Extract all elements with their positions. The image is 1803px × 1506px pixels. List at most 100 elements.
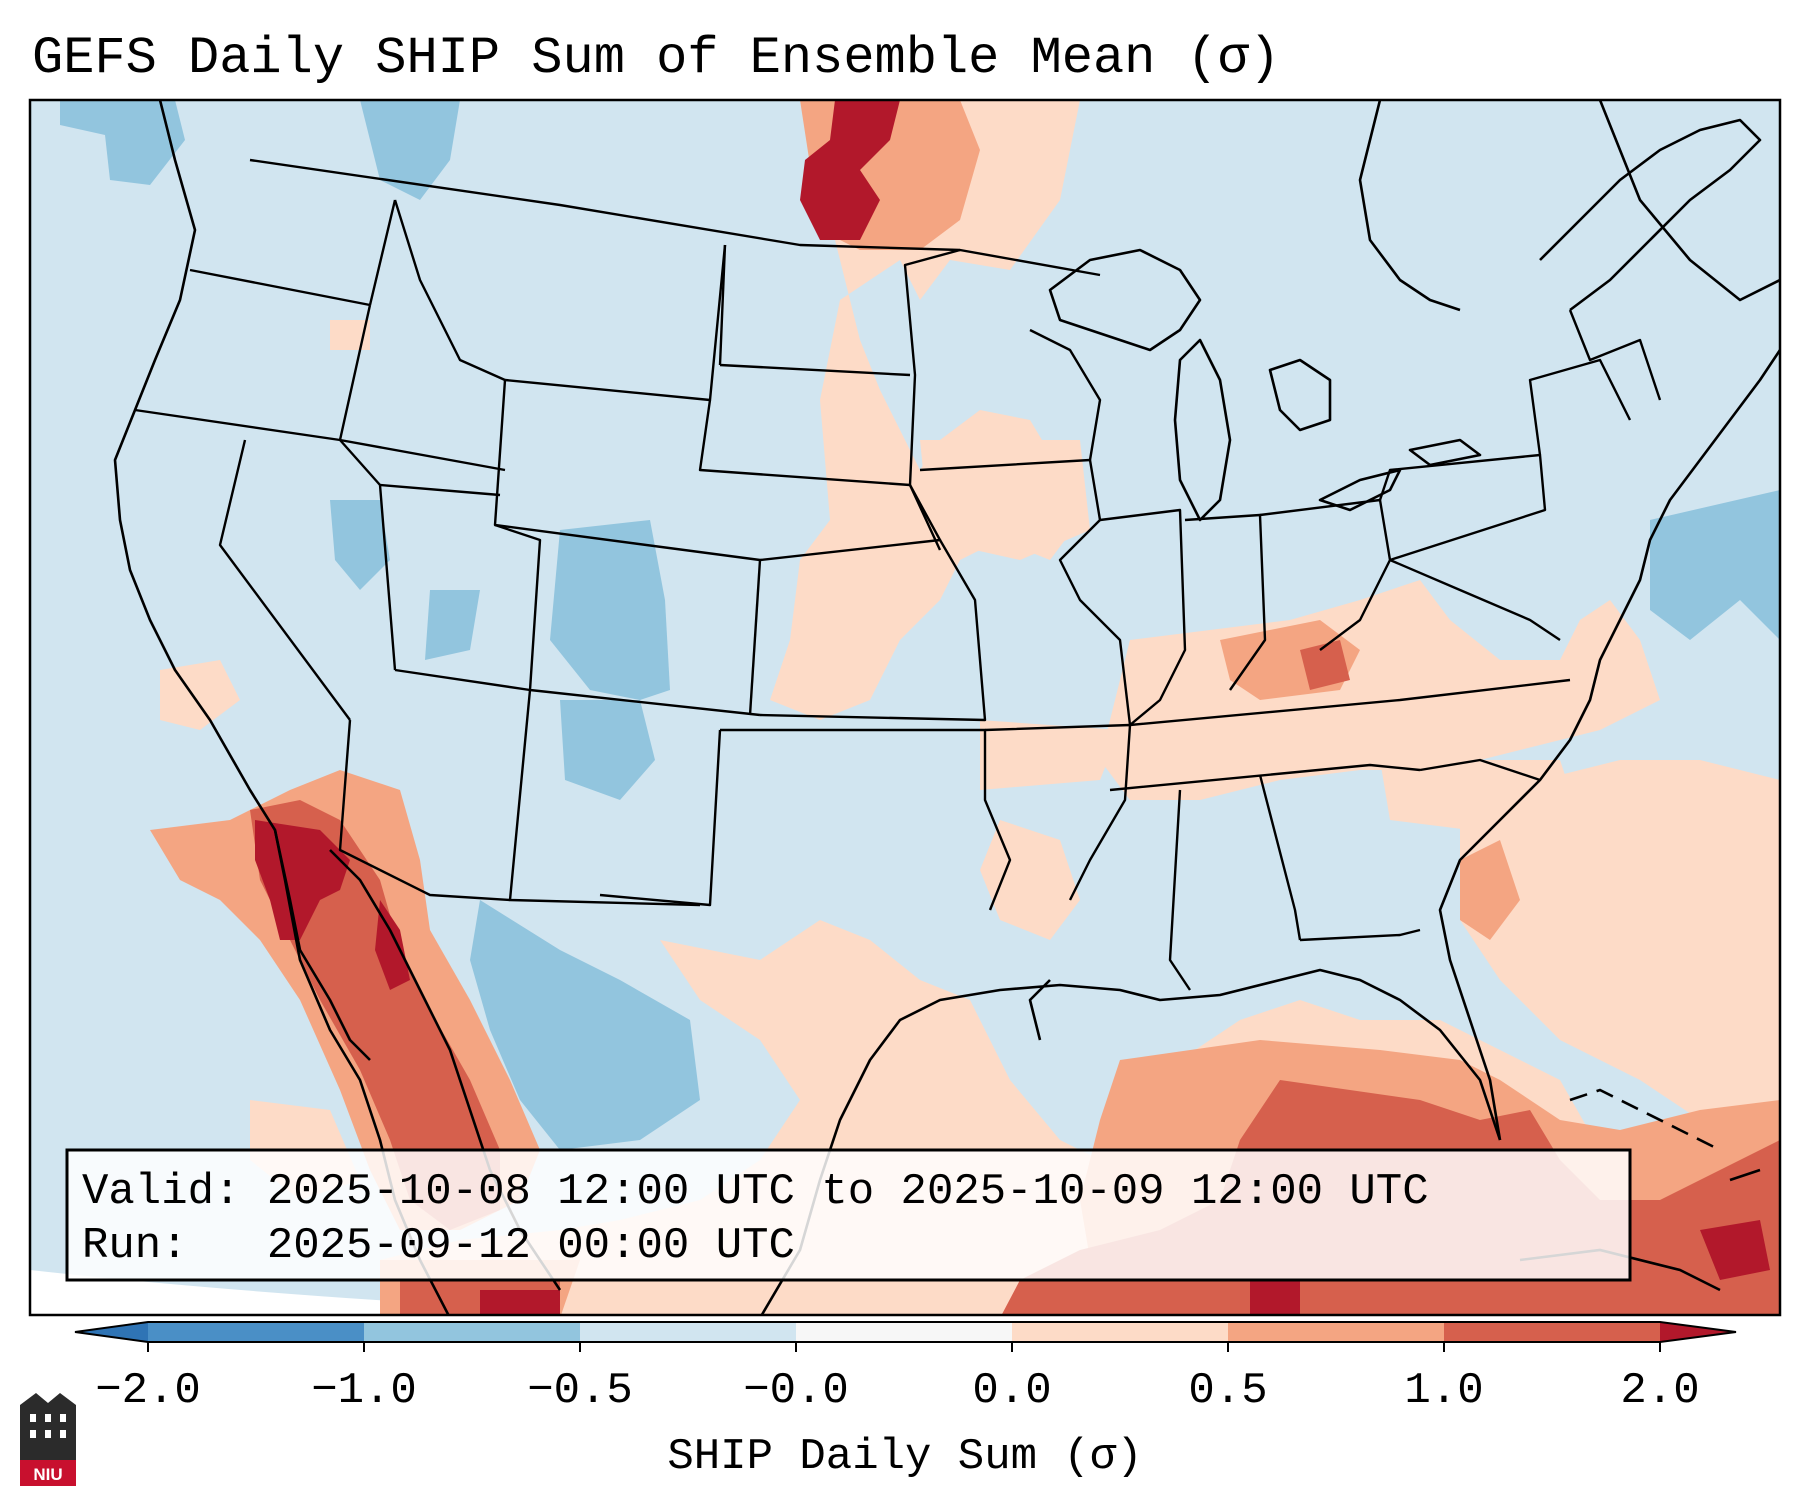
neg-patch-mexico xyxy=(470,900,700,1150)
info-box: Valid: 2025-10-08 12:00 UTC to 2025-10-0… xyxy=(65,1148,1632,1282)
neg-patch-az-nm xyxy=(560,700,655,800)
colorado-west xyxy=(494,523,761,717)
colorbar-tick-label: −0.5 xyxy=(527,1366,633,1416)
virginia xyxy=(1389,558,1561,641)
colorbar-bin xyxy=(580,1322,797,1342)
colorbar-ticks xyxy=(147,1342,1661,1352)
logo-badge xyxy=(20,1460,76,1486)
valid-time-text: Valid: 2025-10-08 12:00 UTC to 2025-10-0… xyxy=(82,1167,1429,1217)
logo-window xyxy=(60,1414,66,1422)
neg-patch-colorado xyxy=(550,520,670,700)
colorbar-bin xyxy=(1444,1322,1661,1342)
colorbar-tick-label: 2.0 xyxy=(1620,1366,1699,1416)
arizona xyxy=(338,719,511,902)
pos-patch-idaho xyxy=(330,320,370,350)
strong-pos-hispaniola xyxy=(1700,1220,1770,1280)
colorado-east xyxy=(748,559,762,716)
id-mt-border xyxy=(393,199,506,382)
colorbar-bin xyxy=(1012,1322,1229,1342)
colorbar-tick-label: 1.0 xyxy=(1404,1366,1483,1416)
new-england xyxy=(1568,309,1662,401)
map-frame xyxy=(28,98,1782,1317)
logo-window xyxy=(45,1430,51,1438)
pos-kentucky-cell xyxy=(1300,640,1350,690)
lake-huron xyxy=(1268,358,1332,432)
map-panel: Valid: 2025-10-08 12:00 UTC to 2025-10-0… xyxy=(28,98,1782,1317)
colorbar-bin xyxy=(796,1322,1013,1342)
arkansas xyxy=(984,723,1132,901)
hudson-area xyxy=(1358,100,1461,312)
colorbar-overflow-triangle xyxy=(1660,1322,1736,1342)
colorbar-tick-label: −2.0 xyxy=(95,1366,201,1416)
plot-title: GEFS Daily SHIP Sum of Ensemble Mean (σ) xyxy=(32,29,1280,88)
illinois xyxy=(1099,508,1187,726)
state-borders xyxy=(134,158,1662,991)
map-field xyxy=(30,100,1780,1315)
neg-patch-utah xyxy=(425,590,480,660)
colorbar-tick-label: 0.0 xyxy=(972,1366,1051,1416)
rio-grande-mouth xyxy=(1028,979,1051,1041)
atlantic-coastline xyxy=(1438,349,1780,1141)
logo-window xyxy=(45,1414,51,1422)
neg-patch-bc xyxy=(360,100,460,200)
logo-text: NIU xyxy=(33,1465,62,1484)
colorbar-tick-label: −0.0 xyxy=(743,1366,849,1416)
nd-sd-border xyxy=(719,363,911,377)
run-time-text: Run: 2025-09-12 00:00 UTC xyxy=(82,1221,795,1271)
colorbar-label: SHIP Daily Sum (σ) xyxy=(667,1432,1142,1482)
tennessee-south xyxy=(1109,763,1421,792)
tennessee-north xyxy=(1129,678,1571,727)
wisconsin xyxy=(1029,328,1102,461)
logo-tower xyxy=(20,1393,76,1460)
logo-window xyxy=(60,1430,66,1438)
id-west xyxy=(338,304,372,441)
oklahoma xyxy=(720,728,1012,911)
kansas xyxy=(759,539,987,722)
baja-peninsula xyxy=(273,829,371,1061)
pos-patch-northern-plains xyxy=(770,100,1080,720)
neg-patch-nevada xyxy=(330,500,390,590)
colorbar-bins xyxy=(148,1322,1661,1342)
pos-patch-ohio-valley xyxy=(1100,580,1660,800)
lake-superior xyxy=(1048,248,1202,352)
strong-pos-north-dakota xyxy=(800,100,900,240)
coastlines-borders xyxy=(113,100,1780,1315)
south-dakota xyxy=(698,399,911,487)
colorbar-bin xyxy=(148,1322,365,1342)
turks-caicos xyxy=(1729,1168,1761,1182)
nd-west xyxy=(718,244,727,366)
lake-michigan xyxy=(1173,338,1232,522)
neg-patch-atlantic-ne xyxy=(1650,490,1780,640)
colorbar-tick-label: −1.0 xyxy=(311,1366,417,1416)
id-panhandle xyxy=(368,199,397,306)
colorbar-bin xyxy=(1228,1322,1445,1342)
us-canada-border xyxy=(249,158,1101,277)
st-lawrence xyxy=(1539,118,1762,312)
gulf-coastline xyxy=(760,968,1502,1315)
pos-patch-iowa xyxy=(920,440,1090,560)
lake-erie xyxy=(1318,468,1402,512)
al-ga-border xyxy=(1258,774,1302,941)
nm-tx-border xyxy=(599,729,722,907)
pos-mod-georgia-coast xyxy=(1460,840,1520,940)
sc-nc-border xyxy=(1419,758,1541,782)
niu-logo: NIU xyxy=(20,1393,76,1486)
ms-al-border xyxy=(1168,789,1191,991)
red-river-mn xyxy=(903,248,961,551)
nevada-west xyxy=(218,439,351,721)
fl-border xyxy=(1299,928,1421,942)
neg-patch-pacific-nw xyxy=(60,100,185,185)
colorbar: −2.0 −1.0 −0.5 −0.0 0.0 0.5 1.0 2.0 SHIP… xyxy=(74,1321,1737,1482)
pos-patch-missouri xyxy=(980,720,1120,790)
quebec-coast xyxy=(1598,100,1780,302)
projection-edge-left xyxy=(30,1270,636,1315)
colorbar-underflow-triangle xyxy=(75,1322,148,1342)
lake-ontario xyxy=(1408,438,1482,467)
colorbar-tick-label: 0.5 xyxy=(1188,1366,1267,1416)
logo-window xyxy=(30,1430,36,1438)
logo-windows xyxy=(30,1414,66,1438)
pacific-coastline xyxy=(113,100,450,1315)
colorbar-bin xyxy=(364,1322,581,1342)
strong-pos-sonora xyxy=(375,900,410,990)
wa-or-border xyxy=(189,268,371,307)
